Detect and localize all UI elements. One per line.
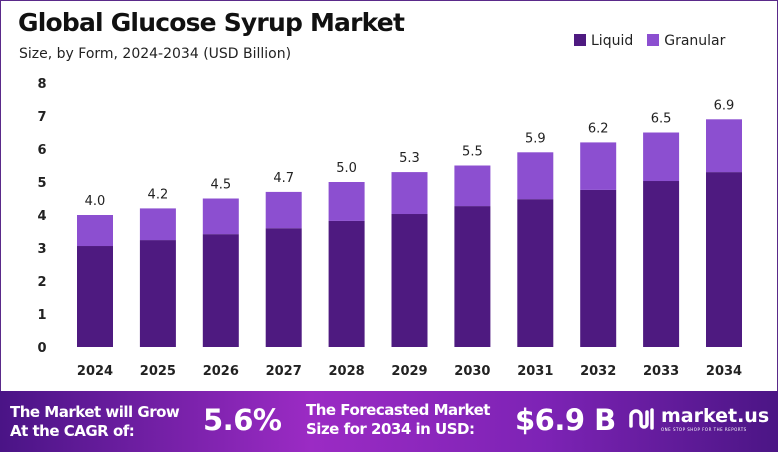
total-label-2029: 5.3	[399, 151, 420, 166]
x-tick-label: 2028	[329, 364, 365, 379]
logo-name: market.us	[661, 405, 770, 427]
total-label-2032: 6.2	[588, 121, 609, 136]
x-tick-label: 2025	[140, 364, 176, 379]
bar-liquid-2024	[77, 246, 113, 347]
cagr-label-line1: The Market will Grow	[10, 403, 180, 421]
x-tick-label: 2030	[454, 364, 490, 379]
total-label-2028: 5.0	[336, 161, 357, 176]
logo-tagline: ONE STOP SHOP FOR THE REPORTS	[661, 427, 747, 432]
bar-liquid-2034	[706, 172, 742, 347]
x-tick-label: 2026	[203, 364, 239, 379]
x-tick-label: 2032	[580, 364, 616, 379]
legend-swatch-liquid	[574, 34, 586, 46]
x-tick-label: 2033	[643, 364, 679, 379]
y-tick-label: 7	[37, 110, 46, 125]
bar-granular-2034	[706, 119, 742, 173]
bar-granular-2025	[139, 208, 176, 241]
total-label-2026: 4.5	[210, 178, 231, 193]
bar-granular-2026	[202, 198, 239, 235]
legend-item-liquid: Liquid	[574, 33, 633, 49]
x-tick-label: 2031	[517, 364, 553, 379]
y-tick-label: 8	[37, 77, 46, 92]
cagr-value: 5.6%	[203, 403, 282, 437]
y-tick-label: 1	[37, 308, 46, 323]
bar-liquid-2026	[202, 234, 239, 347]
bar-liquid-2028	[328, 220, 365, 347]
legend-label-granular: Granular	[664, 33, 726, 49]
bar-liquid-2027	[265, 228, 302, 347]
y-tick-label: 4	[37, 209, 46, 224]
chart-subtitle: Size, by Form, 2024-2034 (USD Billion)	[19, 46, 292, 62]
legend-label-liquid: Liquid	[591, 33, 634, 49]
total-label-2033: 6.5	[651, 112, 672, 127]
market-us-logo: market.us ONE STOP SHOP FOR THE REPORTS	[628, 405, 769, 432]
bar-granular-2032	[580, 142, 617, 190]
forecast-label-line1: The Forecasted Market	[306, 401, 490, 419]
forecast-value: $6.9 B	[515, 403, 616, 437]
legend-item-granular: Granular	[647, 33, 725, 49]
bar-liquid-2025	[139, 240, 176, 347]
x-tick-label: 2034	[706, 364, 742, 379]
total-label-2030: 5.5	[462, 145, 483, 160]
bar-liquid-2033	[643, 181, 680, 347]
bar-granular-2033	[643, 132, 680, 182]
total-label-2034: 6.9	[714, 98, 735, 113]
bar-chart: 0 1 2 3 4 5 6 7 8 4.0 2024 4.2 2025 4.5 2026 4.7 2027 5.0…	[37, 77, 742, 379]
x-tick-label: 2024	[77, 364, 113, 379]
y-tick-label: 5	[37, 176, 46, 191]
x-tick-label: 2027	[266, 364, 302, 379]
bar-granular-2030	[454, 165, 491, 207]
forecast-label-line2: Size for 2034 in USD:	[306, 420, 475, 438]
bar-liquid-2032	[580, 189, 617, 347]
total-label-2024: 4.0	[85, 194, 106, 209]
cagr-label-line2: At the CAGR of:	[10, 422, 135, 440]
legend-swatch-granular	[647, 34, 660, 46]
cagr-label: The Market will Grow At the CAGR of:	[10, 403, 180, 441]
x-tick-label: 2029	[391, 364, 427, 379]
bar-liquid-2030	[454, 206, 491, 347]
y-tick-label: 0	[37, 341, 46, 356]
y-tick-label: 2	[37, 275, 46, 290]
total-label-2027: 4.7	[273, 171, 294, 186]
footer-banner: The Market will Grow At the CAGR of: 5.6%…	[0, 391, 778, 452]
bar-liquid-2029	[391, 214, 428, 347]
logo-icon	[629, 407, 654, 430]
y-tick-label: 6	[37, 143, 46, 158]
forecast-label: The Forecasted Market Size for 2034 in US…	[306, 401, 490, 439]
total-label-2025: 4.2	[148, 187, 169, 202]
chart-title: Global Glucose Syrup Market	[18, 8, 405, 37]
y-tick-label: 3	[37, 242, 46, 257]
bar-granular-2028	[328, 182, 365, 221]
bar-granular-2027	[265, 191, 302, 229]
total-label-2031: 5.9	[525, 131, 546, 146]
bar-granular-2024	[77, 215, 113, 247]
bar-granular-2029	[391, 172, 428, 215]
bar-granular-2031	[517, 152, 554, 200]
bar-liquid-2031	[517, 199, 554, 347]
legend: Liquid Granular	[574, 33, 725, 49]
